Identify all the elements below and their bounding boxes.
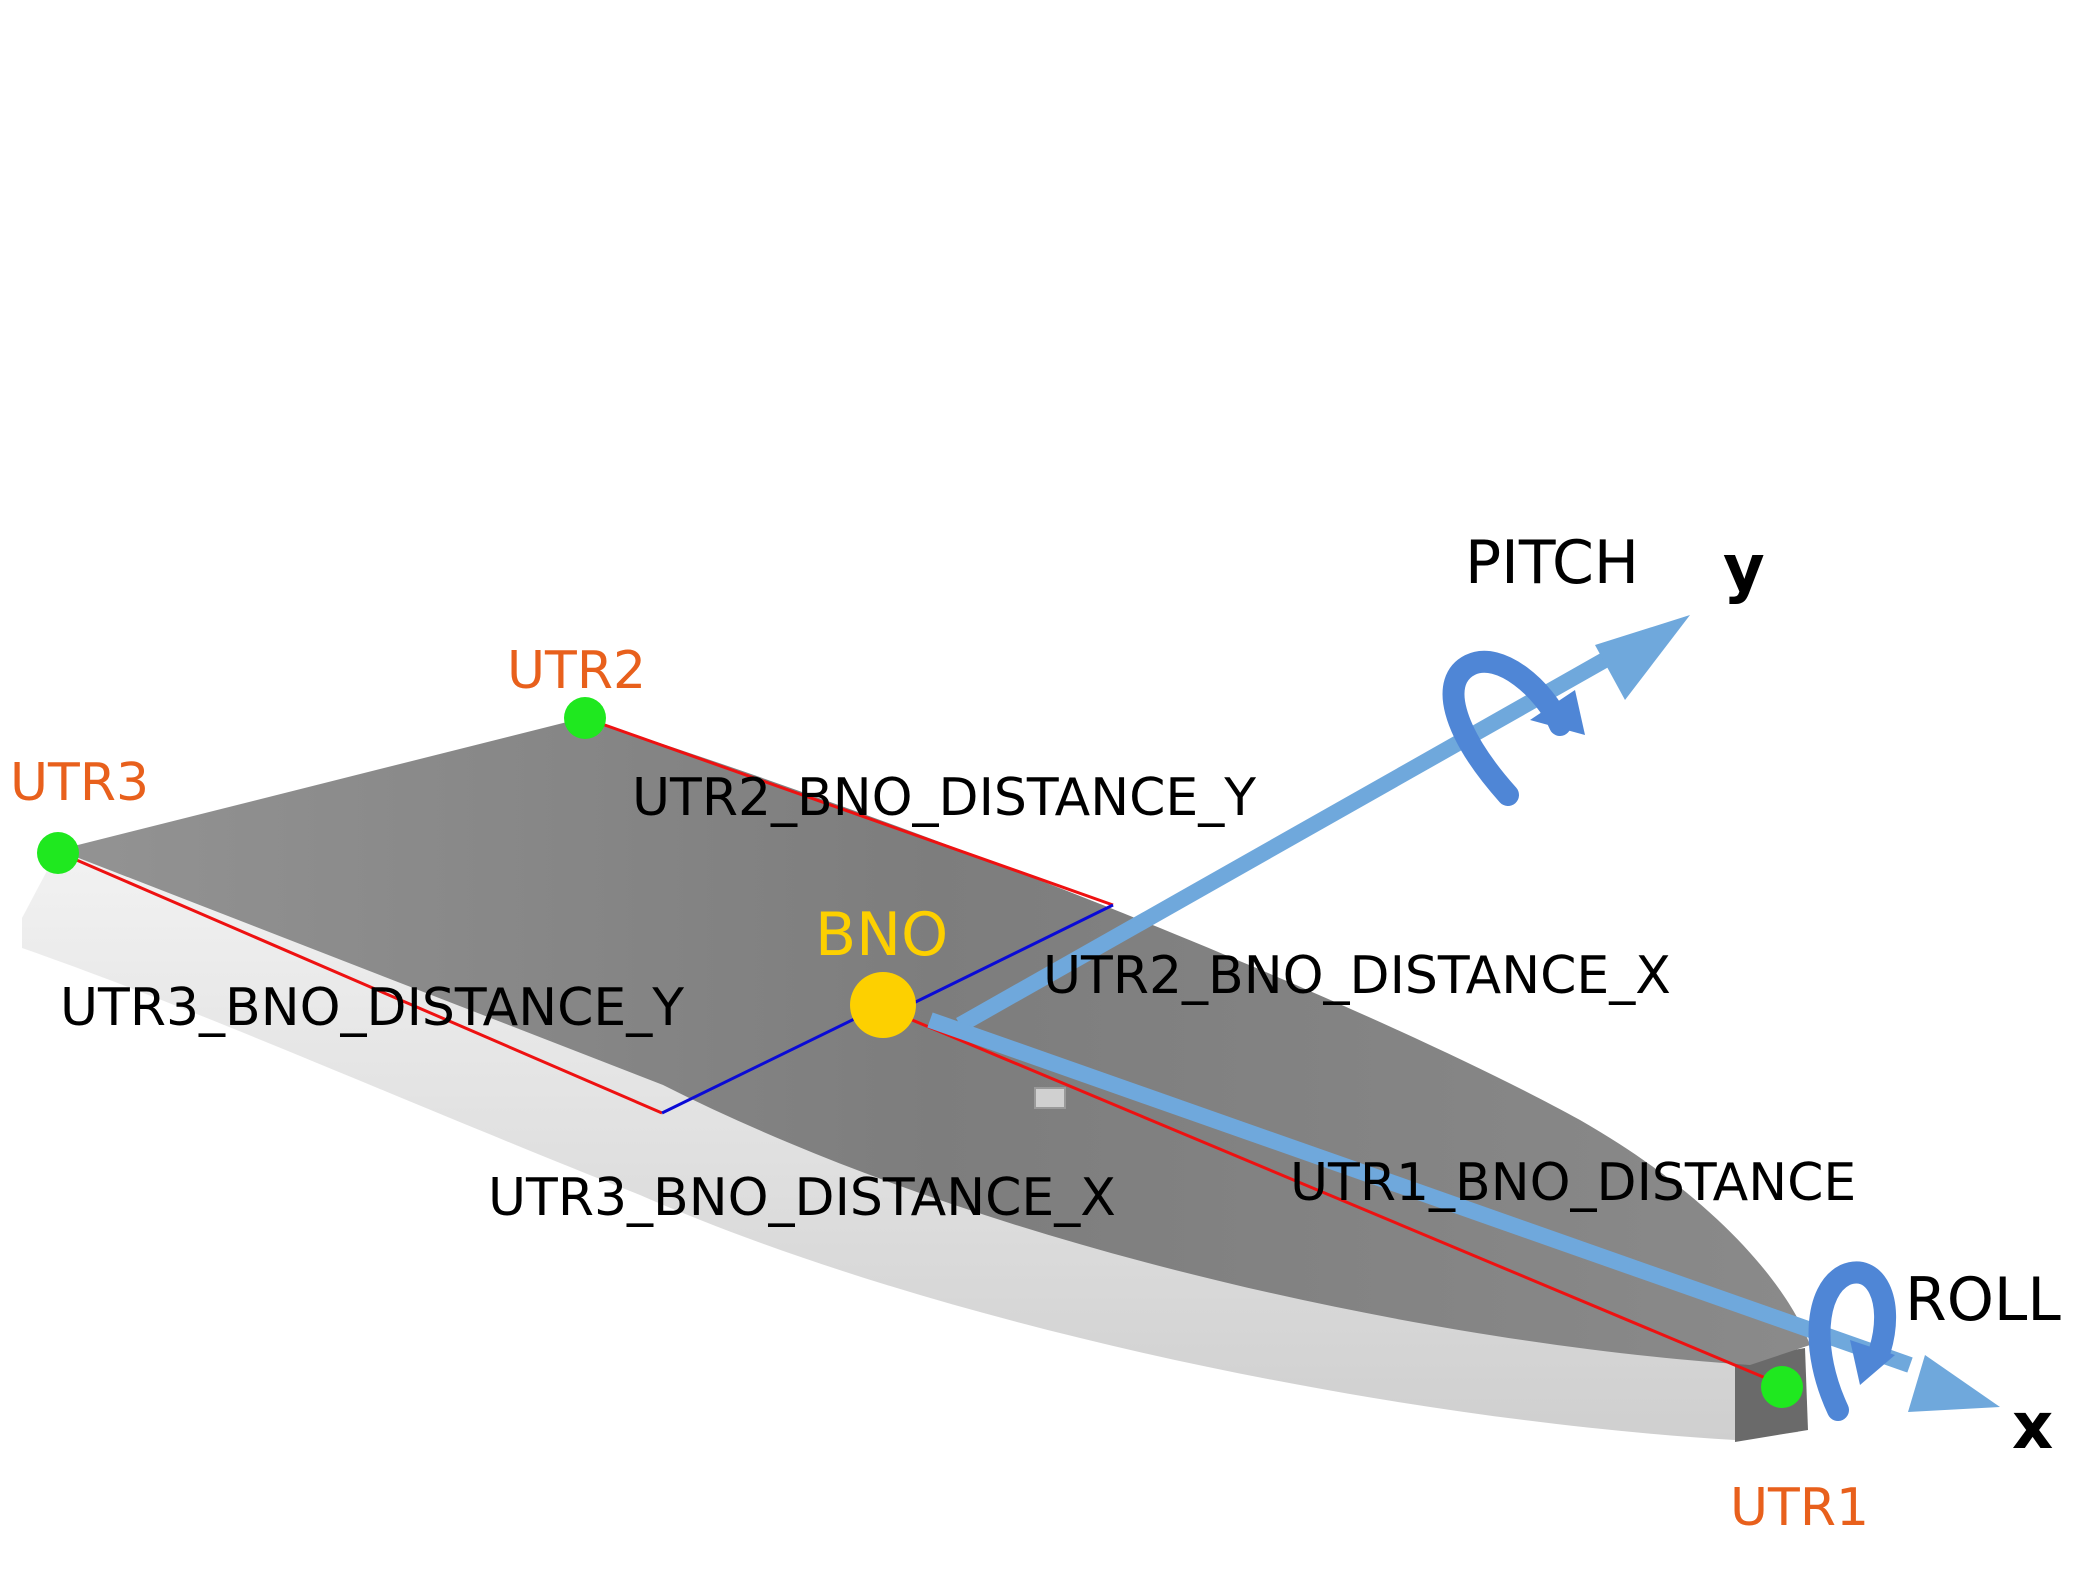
- y-axis-shaft: [956, 650, 1614, 1032]
- hull-top-face: [58, 718, 1810, 1365]
- y-axis-label: y: [1723, 532, 1765, 606]
- utr1-label: UTR1: [1730, 1478, 1869, 1538]
- roll-label: ROLL: [1905, 1265, 2061, 1335]
- utr3-distance-x-label: UTR3_BNO_DISTANCE_X: [488, 1168, 1116, 1228]
- pitch-label: PITCH: [1465, 528, 1639, 598]
- utr2-point: [564, 697, 606, 739]
- utr3-label: UTR3: [10, 753, 149, 813]
- utr1-point: [1761, 1366, 1803, 1408]
- hull-side-face: [22, 850, 1800, 1440]
- utr2-label: UTR2: [507, 641, 646, 701]
- distance-lines: [57, 716, 1781, 1386]
- axis-arrows: [927, 615, 2000, 1412]
- utr3-distance-y-label: UTR3_BNO_DISTANCE_Y: [60, 978, 684, 1038]
- utr2-distance-x-label: UTR2_BNO_DISTANCE_X: [1043, 946, 1671, 1006]
- y-axis-arrowhead: [1595, 615, 1690, 700]
- utr3-distance-y-line: [57, 850, 663, 1115]
- utr1-distance-line: [904, 1015, 1781, 1386]
- pitch-rotation-icon: [1442, 650, 1585, 806]
- utr3-point: [37, 832, 79, 874]
- utr2-distance-x-line: [882, 903, 1114, 1020]
- utr1-distance-label: UTR1_BNO_DISTANCE: [1290, 1153, 1856, 1213]
- utr2-distance-y-line: [584, 716, 1114, 907]
- sensor-mount: [1034, 1087, 1066, 1109]
- bno-point: [850, 972, 916, 1038]
- bno-label: BNO: [815, 900, 948, 970]
- x-axis-arrowhead: [1908, 1355, 2000, 1412]
- sensor-points: [37, 697, 1803, 1408]
- x-axis-label: x: [2012, 1390, 2053, 1464]
- x-axis-shaft: [927, 1012, 1913, 1373]
- utr3-distance-x-line: [661, 1003, 884, 1115]
- roll-rotation-icon: [1808, 1261, 1897, 1421]
- utr2-distance-y-label: UTR2_BNO_DISTANCE_Y: [632, 768, 1256, 828]
